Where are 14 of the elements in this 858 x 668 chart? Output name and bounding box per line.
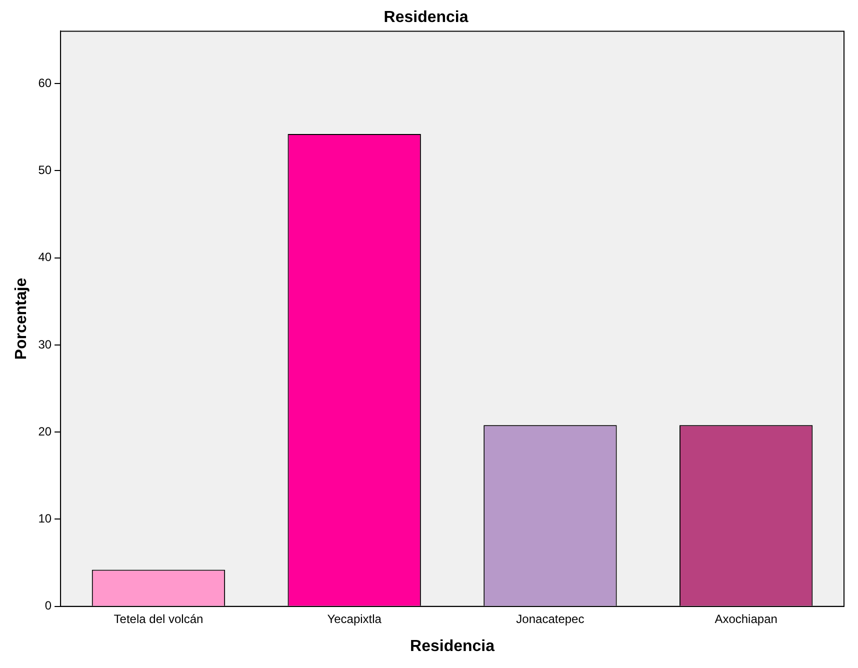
chart-title: Residencia xyxy=(384,9,468,26)
y-tick-label: 20 xyxy=(38,424,52,438)
x-tick-label: Tetela del volcán xyxy=(114,612,204,626)
y-axis-title: Porcentaje xyxy=(13,278,30,360)
x-tick-label: Axochiapan xyxy=(714,612,778,626)
x-tick-label: Jonacatepec xyxy=(516,612,584,626)
y-tick-label: 50 xyxy=(38,162,52,177)
y-tick-label: 10 xyxy=(38,512,52,526)
y-tick-label: 40 xyxy=(38,250,52,264)
y-tick-label: 30 xyxy=(38,337,52,352)
x-tick-label: Yecapixtla xyxy=(327,612,382,626)
y-tick-label: 0 xyxy=(44,598,52,613)
x-axis-title: Residencia xyxy=(410,638,495,655)
y-tick-label: 60 xyxy=(38,76,52,90)
